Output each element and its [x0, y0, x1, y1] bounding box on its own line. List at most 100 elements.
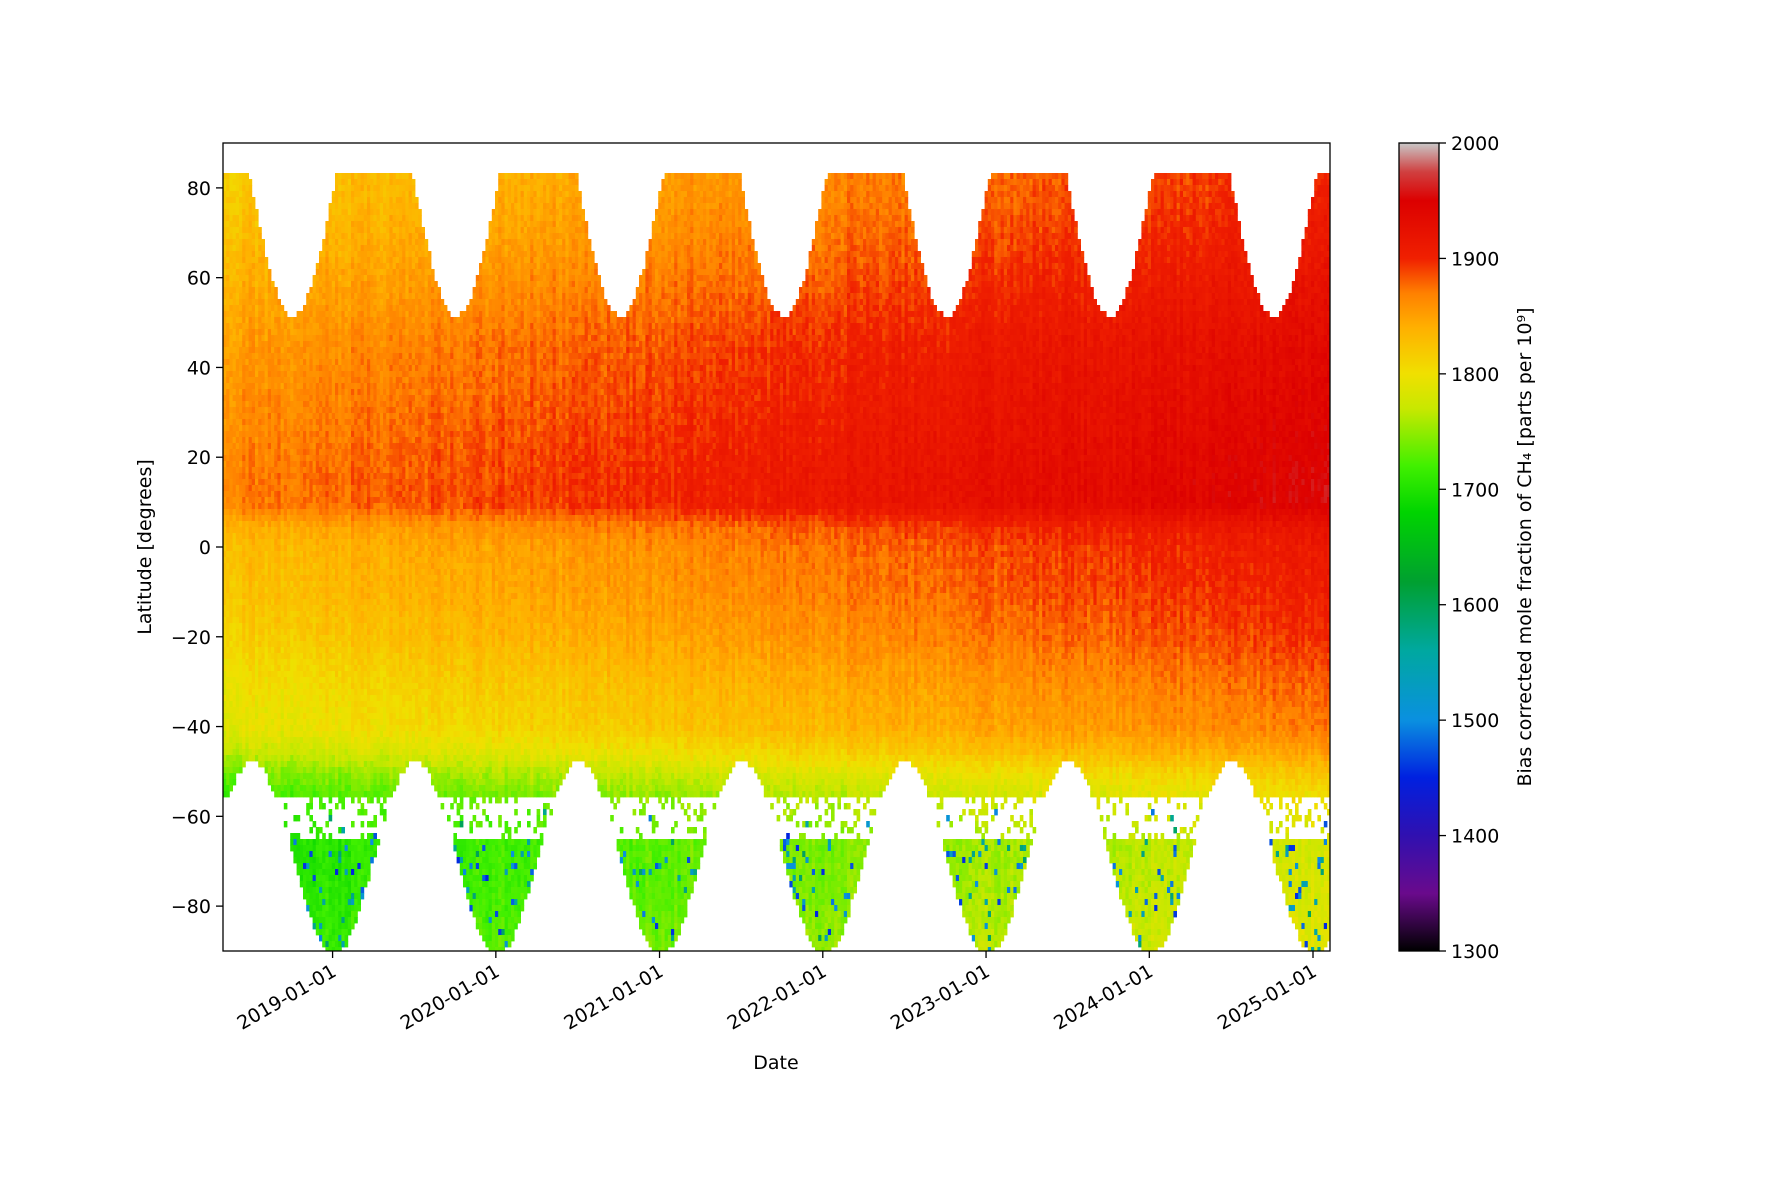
heatmap-cell: [290, 701, 294, 708]
heatmap-cell: [309, 347, 313, 354]
heatmap-cell: [274, 575, 278, 582]
heatmap-cell: [245, 353, 249, 360]
heatmap-cell: [235, 695, 240, 702]
heatmap-cell: [325, 875, 329, 882]
heatmap-cell: [367, 449, 371, 456]
heatmap-cell: [373, 839, 377, 846]
heatmap-cell: [223, 203, 227, 210]
heatmap-cell: [251, 551, 256, 558]
heatmap-cell: [296, 533, 301, 540]
heatmap-cell: [248, 329, 253, 336]
heatmap-cell: [347, 311, 352, 318]
heatmap-cell: [277, 659, 281, 666]
heatmap-cell: [229, 473, 233, 480]
heatmap-cell: [271, 497, 275, 504]
heatmap-cell: [306, 389, 310, 396]
heatmap-cell: [229, 725, 233, 732]
heatmap-cell: [232, 593, 237, 600]
heatmap-cell: [290, 437, 294, 444]
heatmap-cell: [357, 737, 361, 744]
heatmap-cell: [261, 293, 265, 300]
heatmap-cell: [287, 503, 291, 510]
heatmap-cell: [303, 869, 307, 876]
heatmap-cell: [271, 695, 275, 702]
heatmap-cell: [376, 509, 381, 516]
heatmap-cell: [280, 761, 285, 768]
heatmap-cell: [258, 245, 262, 252]
heatmap-cell: [248, 701, 253, 708]
heatmap-cell: [280, 509, 285, 516]
heatmap-cell: [290, 419, 294, 426]
heatmap-cell: [338, 863, 342, 870]
heatmap-cell: [312, 659, 317, 666]
heatmap-cell: [258, 605, 262, 612]
heatmap-cell: [367, 437, 371, 444]
heatmap-cell: [274, 641, 278, 648]
heatmap-cell: [271, 299, 275, 306]
heatmap-cell: [239, 647, 243, 654]
heatmap-cell: [341, 893, 345, 900]
heatmap-cell: [373, 413, 377, 420]
heatmap-cell: [344, 467, 349, 474]
heatmap-cell: [335, 905, 339, 912]
heatmap-cell: [287, 437, 291, 444]
heatmap-cell: [287, 545, 291, 552]
heatmap-cell: [274, 689, 278, 696]
heatmap-cell: [367, 593, 371, 600]
heatmap-cell: [338, 653, 342, 660]
heatmap-cell: [315, 677, 320, 684]
heatmap-cell: [226, 317, 230, 324]
heatmap-cell: [223, 593, 227, 600]
heatmap-cell: [293, 785, 297, 792]
heatmap-cell: [258, 755, 262, 762]
heatmap-cell: [283, 659, 288, 666]
heatmap-cell: [226, 647, 230, 654]
heatmap-cell: [351, 581, 355, 588]
heatmap-cell: [306, 575, 310, 582]
heatmap-cell: [223, 635, 227, 642]
heatmap-cell: [258, 431, 262, 438]
heatmap-cell: [341, 341, 345, 348]
heatmap-cell: [283, 377, 288, 384]
heatmap-cell: [232, 515, 237, 522]
heatmap-cell: [226, 503, 230, 510]
heatmap-cell: [258, 389, 262, 396]
heatmap-cell: [255, 665, 259, 672]
heatmap-cell: [367, 455, 371, 462]
heatmap-cell: [271, 539, 275, 546]
heatmap-cell: [363, 623, 368, 630]
heatmap-cell: [283, 545, 288, 552]
heatmap-cell: [223, 611, 227, 618]
heatmap-cell: [287, 629, 291, 636]
heatmap-cell: [357, 263, 361, 270]
heatmap-cell: [248, 197, 253, 204]
heatmap-cell: [354, 287, 358, 294]
heatmap-cell: [290, 845, 294, 852]
heatmap-cell: [319, 305, 323, 312]
heatmap-cell: [360, 653, 365, 660]
heatmap-cell: [258, 683, 262, 690]
heatmap-cell: [226, 551, 230, 558]
heatmap-cell: [293, 857, 297, 864]
heatmap-cell: [360, 677, 365, 684]
heatmap-cell: [287, 707, 291, 714]
heatmap-cell: [274, 599, 278, 606]
heatmap-cell: [287, 653, 291, 660]
heatmap-cell: [232, 521, 237, 528]
heatmap-cell: [274, 695, 278, 702]
heatmap-cell: [319, 761, 323, 768]
heatmap-cell: [315, 785, 320, 792]
heatmap-cell: [338, 281, 342, 288]
heatmap-cell: [370, 497, 374, 504]
heatmap-cell: [357, 377, 361, 384]
heatmap-cell: [242, 341, 246, 348]
heatmap-cell: [367, 875, 371, 882]
heatmap-cell: [328, 857, 333, 864]
heatmap-cell: [293, 695, 297, 702]
heatmap-cell: [325, 845, 329, 852]
heatmap-cell: [296, 425, 301, 432]
heatmap-cell: [267, 545, 272, 552]
heatmap-cell: [319, 431, 323, 438]
heatmap-cell: [277, 629, 281, 636]
heatmap-cell: [267, 611, 272, 618]
